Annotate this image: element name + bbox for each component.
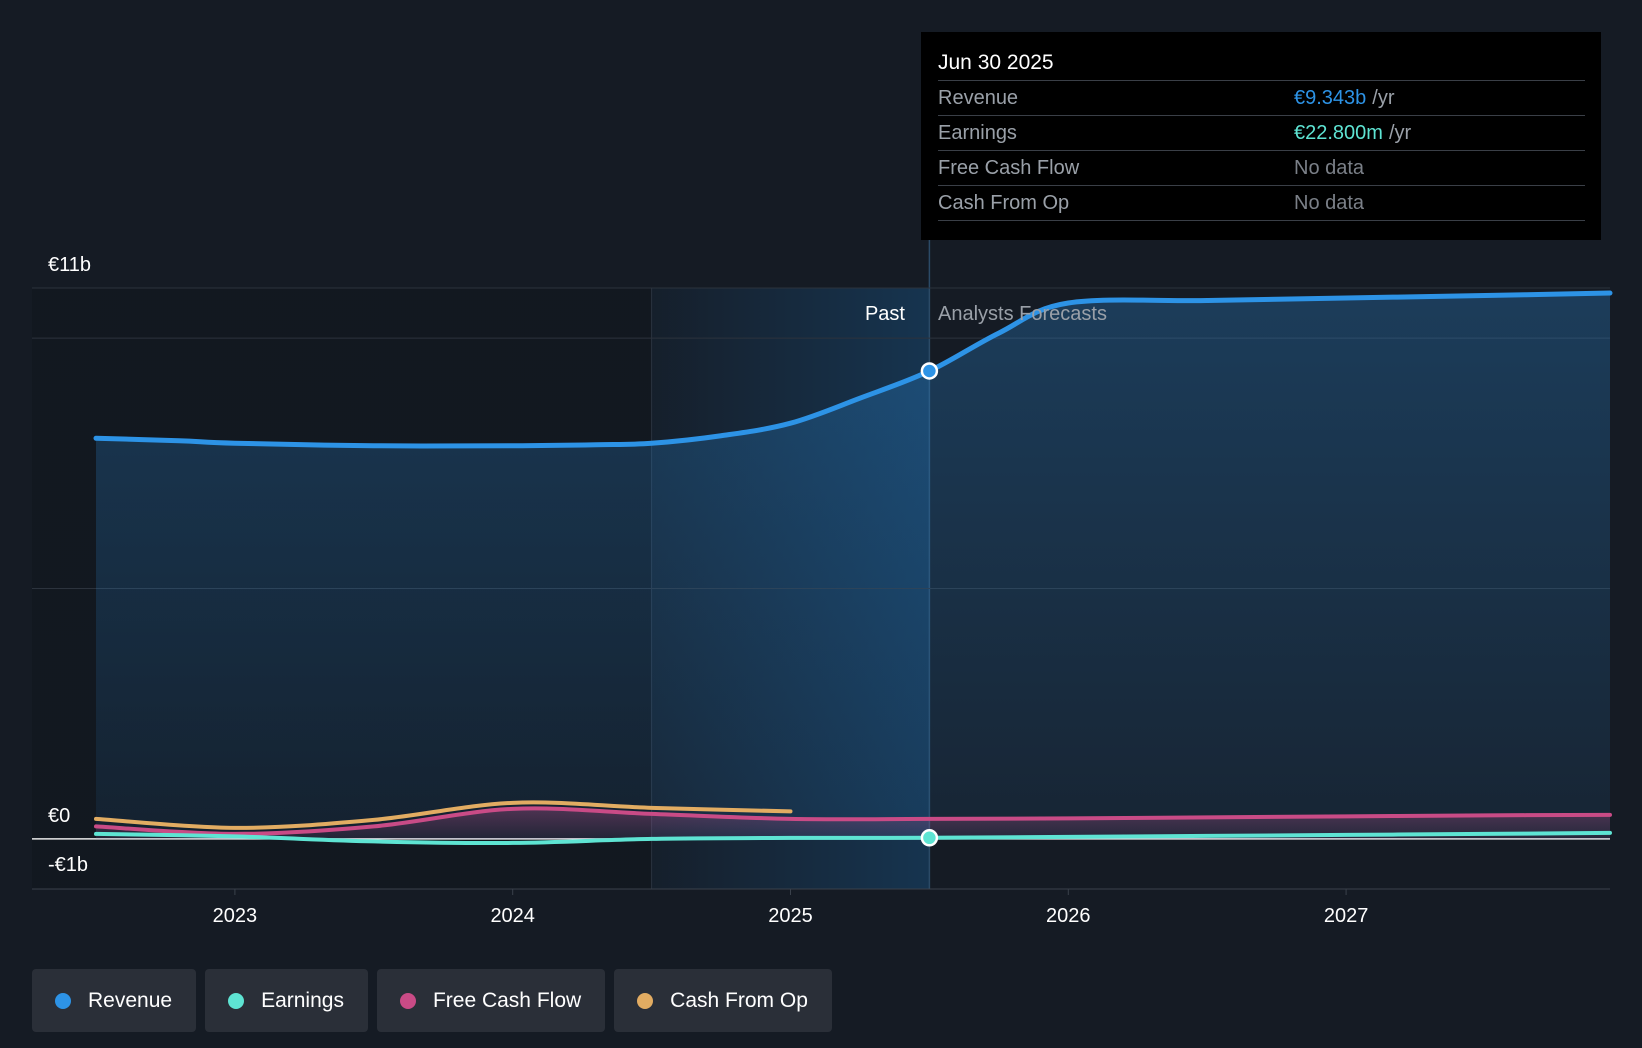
tooltip-label: Revenue [938, 87, 1019, 109]
tooltip-label: Cash From Op [938, 192, 1070, 214]
legend-label: Earnings [261, 988, 344, 1012]
legend-item-free-cash-flow[interactable]: Free Cash Flow [376, 969, 606, 1032]
legend-dot-icon [399, 992, 416, 1009]
x-tick-label: 2023 [213, 905, 258, 927]
past-label: Past [865, 303, 905, 325]
tooltip-value: No data [1294, 157, 1365, 179]
tooltip-unit: /yr [1372, 87, 1395, 109]
forecast-label: Analysts Forecasts [938, 303, 1107, 325]
y-axis-label-top: €11b [48, 254, 91, 276]
tooltip-unit: /yr [1388, 122, 1412, 144]
tooltip-row-earnings: Earnings €22.800m /yr [938, 116, 1585, 151]
legend-item-cash-from-op[interactable]: Cash From Op [614, 969, 832, 1032]
legend-item-earnings[interactable]: Earnings [205, 969, 368, 1032]
x-tick-label: 2027 [1324, 905, 1369, 927]
revenue-focus-point [920, 362, 939, 380]
tooltip-value: No data [1294, 192, 1365, 214]
y-axis-label-zero: €0 [48, 805, 70, 827]
legend-label: Cash From Op [670, 988, 808, 1012]
legend-label: Free Cash Flow [432, 988, 582, 1012]
cash-from-op-line [94, 800, 793, 830]
free-cash-flow-line [94, 806, 1612, 836]
legend-dot-icon [637, 992, 654, 1009]
data-tooltip: Jun 30 2025 Revenue €9.343b /yr Earnings… [921, 32, 1601, 240]
earnings-focus-point [920, 829, 939, 847]
legend-label: Revenue [88, 988, 173, 1012]
tooltip-row-revenue: Revenue €9.343b /yr [938, 81, 1585, 116]
earnings-line [94, 830, 1612, 846]
tooltip-value: €9.343b [1294, 87, 1367, 109]
tooltip-value: €22.800m [1294, 122, 1383, 144]
y-axis-label-bottom: -€1b [48, 854, 88, 876]
tooltip-row-cash-from-op: Cash From Op No data [938, 186, 1585, 221]
x-tick-label: 2026 [1046, 905, 1091, 927]
tooltip-label: Free Cash Flow [938, 157, 1080, 179]
revenue-area [96, 293, 1610, 839]
revenue-line [93, 290, 1613, 449]
tooltip-row-free-cash-flow: Free Cash Flow No data [938, 151, 1585, 186]
x-tick-label: 2024 [490, 905, 535, 927]
legend-dot-icon [55, 992, 71, 1009]
chart-legend: Revenue Earnings Free Cash Flow Cash Fro… [32, 969, 832, 1032]
tooltip-date: Jun 30 2025 [938, 46, 1585, 81]
legend-item-revenue[interactable]: Revenue [32, 969, 197, 1032]
tooltip-label: Earnings [938, 122, 1017, 144]
x-tick-label: 2025 [768, 905, 813, 927]
legend-dot-icon [228, 992, 245, 1009]
